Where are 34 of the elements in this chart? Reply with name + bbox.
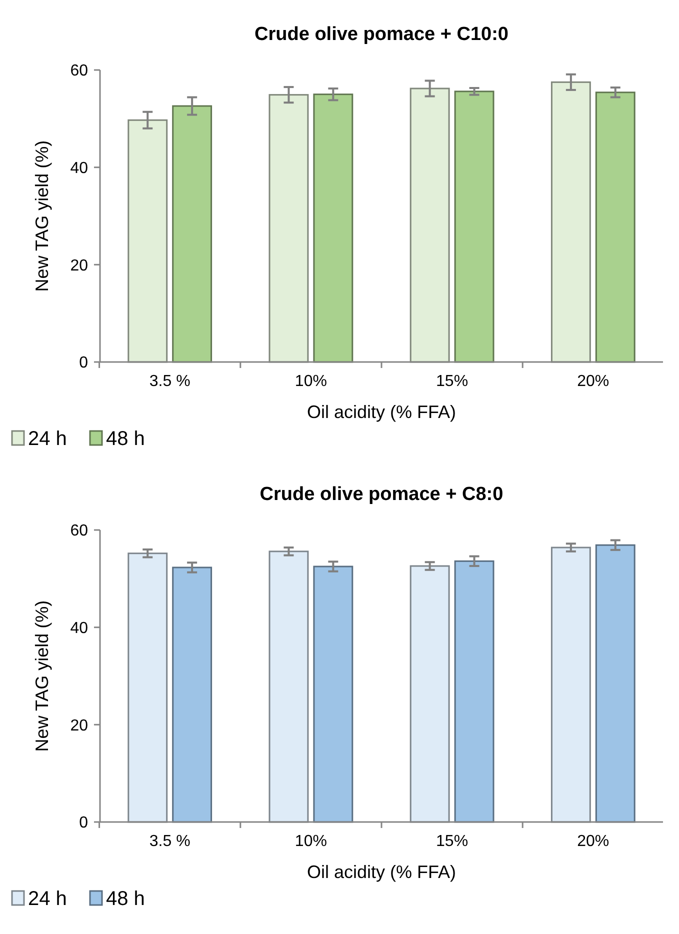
- y-tick-label: 40: [70, 620, 88, 637]
- y-axis-title: New TAG yield (%): [32, 600, 52, 752]
- x-tick-label: 15%: [436, 833, 468, 850]
- y-tick-label: 0: [79, 354, 88, 372]
- legend-label: 24 h: [28, 888, 67, 910]
- x-axis-title: Oil acidity (% FFA): [306, 402, 456, 422]
- x-tick-label: 10%: [294, 833, 327, 850]
- y-tick-label: 20: [70, 717, 88, 734]
- bar: [313, 94, 354, 363]
- bar: [595, 92, 636, 363]
- chart-title: Crude olive pomace + C10:0: [254, 24, 508, 45]
- x-tick-label: 20%: [577, 373, 610, 390]
- bar: [595, 544, 636, 823]
- y-tick-label: 60: [70, 522, 88, 540]
- x-tick-label: 15%: [436, 373, 468, 390]
- bar: [172, 105, 212, 363]
- bar: [454, 560, 494, 823]
- x-axis-title: Oil acidity (% FFA): [306, 862, 456, 882]
- legend-label: 48 h: [106, 428, 145, 450]
- bar: [172, 566, 212, 823]
- y-axis-title: New TAG yield (%): [32, 140, 52, 292]
- x-tick-label: 20%: [577, 833, 610, 850]
- bar: [313, 566, 354, 823]
- y-tick-label: 60: [70, 62, 88, 80]
- legend-label: 24 h: [28, 428, 67, 450]
- y-tick-label: 20: [70, 257, 88, 274]
- x-tick-label: 10%: [294, 373, 327, 390]
- y-tick-label: 40: [70, 160, 88, 177]
- x-tick-label: 3.5 %: [149, 373, 190, 390]
- legend-label: 48 h: [106, 888, 145, 910]
- bar: [454, 90, 494, 363]
- y-tick-label: 0: [79, 814, 88, 832]
- x-tick-label: 3.5 %: [149, 833, 190, 850]
- chart-title: Crude olive pomace + C8:0: [260, 484, 504, 505]
